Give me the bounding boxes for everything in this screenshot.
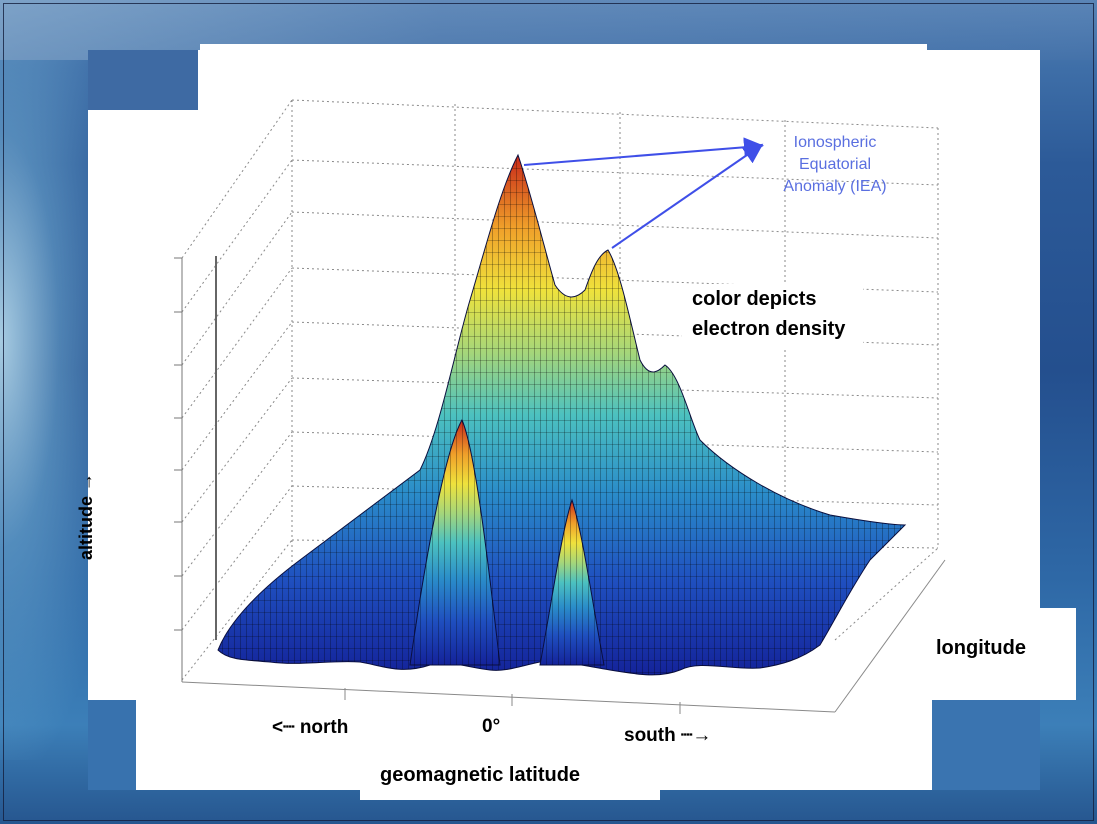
latitude-axis-title: geomagnetic latitude xyxy=(380,764,581,786)
north-tick-label: <┈ north xyxy=(272,717,349,738)
latitude-label-box xyxy=(360,752,660,800)
background-corner xyxy=(88,50,198,110)
iea-annotation-line: Equatorial xyxy=(798,156,872,173)
base-axes xyxy=(181,559,946,714)
color-note-line: electron density xyxy=(692,318,846,340)
electron-density-surface xyxy=(217,153,907,676)
altitude-axis-label: altitude → xyxy=(76,472,96,560)
longitude-axis-label: longitude xyxy=(936,637,1026,659)
south-tick-label: south ┈→ xyxy=(624,725,712,746)
iea-annotation-line: Ionospheric xyxy=(793,134,877,151)
background-corner xyxy=(88,700,136,790)
altitude-axis xyxy=(174,256,217,682)
figure-panel-top xyxy=(200,44,927,102)
color-note-line: color depicts xyxy=(692,288,817,310)
background-corner xyxy=(932,700,1040,790)
iea-annotation: Ionospheric Equatorial Anomaly (IEA) xyxy=(745,132,925,198)
color-note: color depicts electron density xyxy=(682,284,864,348)
zero-tick-label: 0° xyxy=(482,716,501,737)
longitude-label-box xyxy=(912,608,1076,700)
iea-annotation-line: Anomaly (IEA) xyxy=(783,178,887,195)
iea-arrows xyxy=(523,137,764,249)
